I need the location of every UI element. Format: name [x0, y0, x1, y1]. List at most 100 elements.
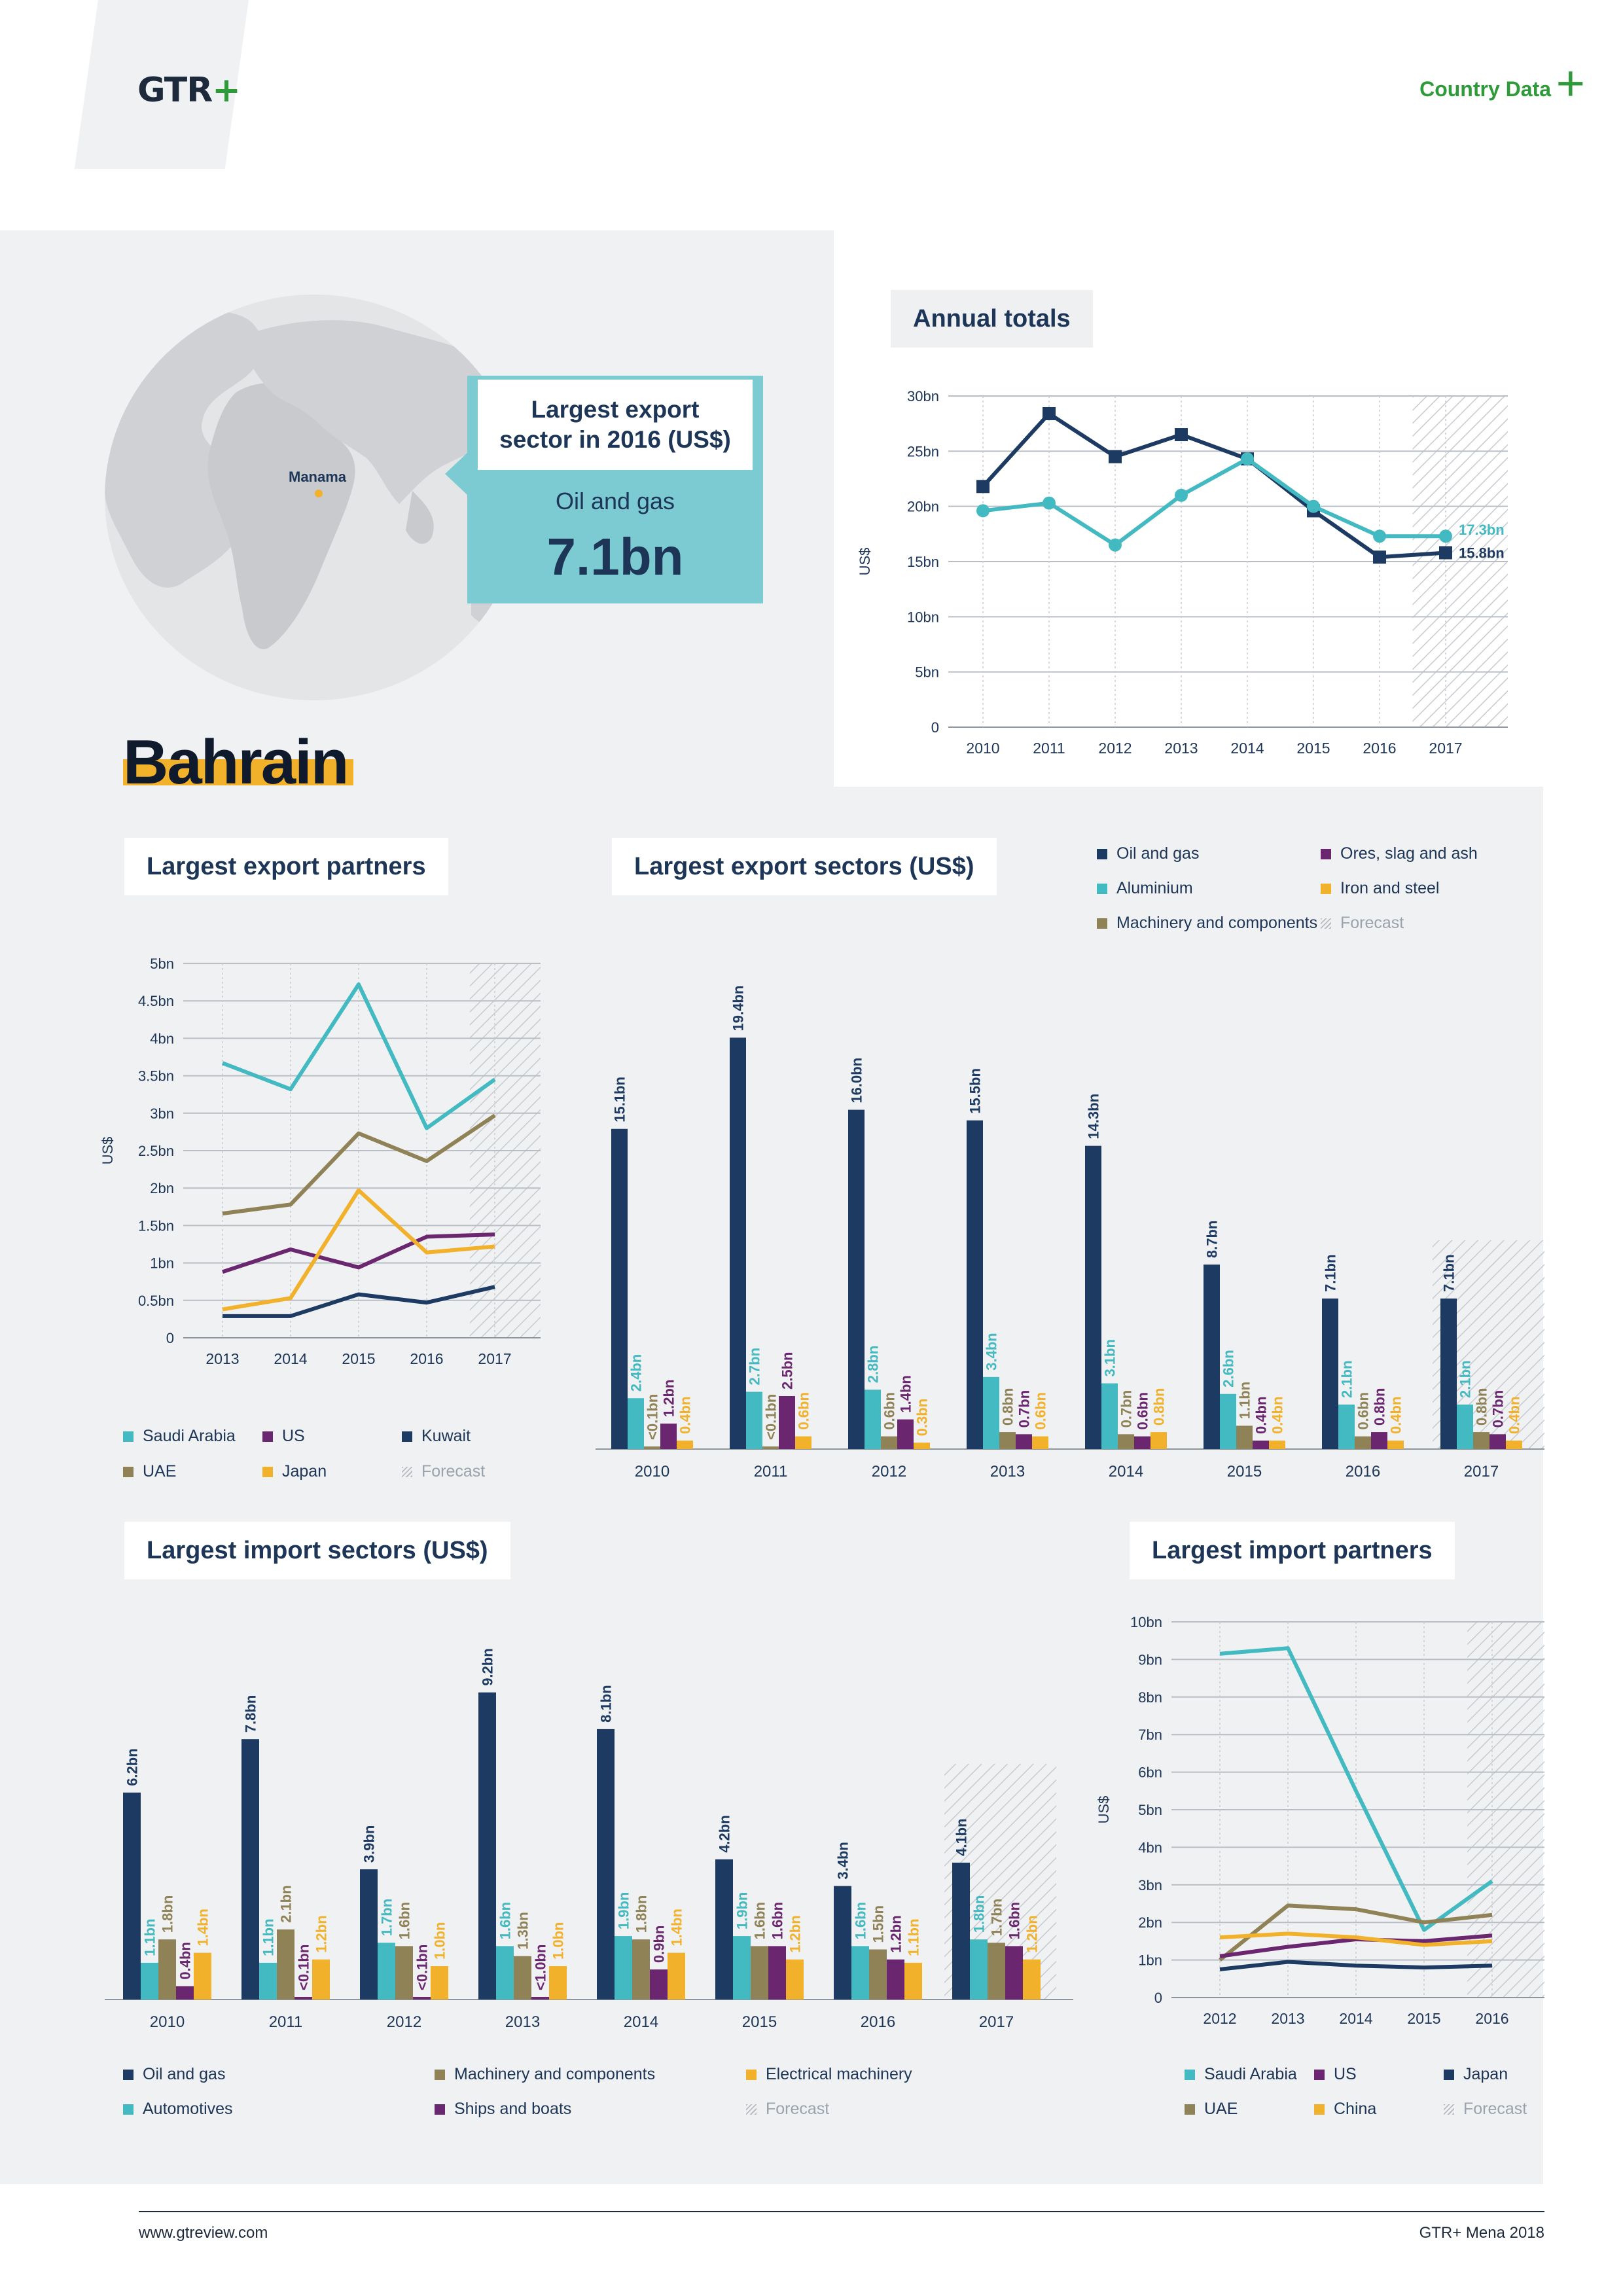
legend-swatch	[1097, 849, 1107, 859]
x-tick-label: 2014	[274, 1350, 307, 1367]
y-tick-label: 3.5bn	[138, 1068, 174, 1085]
footer-url[interactable]: www.gtreview.com	[139, 2224, 268, 2242]
x-tick-label: 2015	[742, 2013, 777, 2031]
bar	[762, 1446, 779, 1449]
legend-label: Automotives	[143, 2100, 233, 2118]
y-tick-label: 2.5bn	[138, 1143, 174, 1159]
legend-label: Forecast	[1463, 2100, 1527, 2118]
legend-label: Machinery and components	[454, 2065, 656, 2083]
bar	[277, 1929, 294, 2000]
legend-item: China	[1314, 2100, 1376, 2119]
x-tick-label: 2017	[1429, 740, 1462, 757]
bar	[851, 1946, 869, 2000]
bar	[1023, 1959, 1041, 2000]
bar-value-label: 1.2bn	[1024, 1915, 1041, 1952]
legend-item: Forecast	[746, 2100, 829, 2119]
bar	[730, 1037, 746, 1449]
x-tick-label: 2015	[342, 1350, 375, 1367]
bar	[795, 1436, 812, 1449]
y-tick-label: 0	[931, 719, 939, 736]
legend-label: Machinery and components	[1116, 914, 1318, 932]
bar	[1150, 1432, 1167, 1449]
bar	[496, 1946, 514, 2000]
bar-value-label: 0.7bn	[1016, 1390, 1033, 1427]
gtr-logo[interactable]: GTR+	[137, 71, 241, 110]
x-tick-label: 2017	[1464, 1463, 1499, 1480]
bar-value-label: 1.2bn	[888, 1915, 904, 1952]
x-tick-label: 2011	[269, 2013, 303, 2031]
callout-title-text: Largest export sector in 2016 (US$)	[499, 396, 731, 453]
bar	[1204, 1265, 1220, 1449]
export-partners-title: Largest export partners	[124, 838, 448, 895]
data-point	[1373, 529, 1386, 543]
legend-label: Electrical machinery	[766, 2065, 912, 2083]
legend-label: China	[1334, 2100, 1377, 2118]
bar-value-label: 6.2bn	[124, 1748, 141, 1785]
data-point	[1175, 488, 1188, 502]
legend-label: Iron and steel	[1340, 879, 1440, 897]
x-tick-label: 2010	[966, 740, 999, 757]
legend-item: Forecast	[1321, 914, 1404, 933]
x-tick-label: 2015	[1296, 740, 1330, 757]
bar-value-label: 7.1bn	[1323, 1254, 1339, 1291]
legend-item: Aluminium	[1097, 879, 1193, 898]
y-axis-label: US$	[1096, 1796, 1112, 1824]
bar	[549, 1966, 567, 2000]
x-tick-label: 2012	[1098, 740, 1132, 757]
footer-divider	[139, 2211, 1544, 2212]
export-partners-chart: 0 0.5bn 1bn 1.5bn 2bn 2.5bn 3bn 3.5bn 4bn 4.5bn 5b…	[99, 956, 541, 1367]
bar	[715, 1859, 733, 2000]
bar-value-label: 3.4bn	[984, 1333, 1000, 1370]
legend-swatch	[1314, 2070, 1325, 2080]
legend-swatch	[1444, 2070, 1454, 2080]
bar-value-label: 0.7bn	[1490, 1390, 1507, 1427]
bar-value-label: 4.2bn	[717, 1815, 733, 1852]
logo-text: GTR	[137, 71, 213, 110]
country-highlight	[123, 759, 353, 785]
bar	[241, 1739, 259, 2000]
bar-value-label: 0.4bn	[1388, 1397, 1404, 1434]
legend-item: Machinery and components	[1097, 914, 1317, 933]
legend-swatch	[402, 1467, 412, 1477]
bar	[1387, 1441, 1404, 1449]
bar-value-label: 0.4bn	[177, 1942, 194, 1979]
legend-item: UAE	[123, 1462, 176, 1481]
annual-totals-chart: 0 5bn 10bn 15bn 20bn 25bn 30bn 2010 2011 2012 2013…	[857, 388, 1508, 757]
import-partners-title: Largest import partners	[1130, 1522, 1455, 1579]
bar-value-label: 1.1bn	[142, 1918, 158, 1956]
bar	[413, 1997, 431, 2000]
legend-label: Oil and gas	[1116, 844, 1200, 863]
bar	[1005, 1946, 1023, 2000]
bar-value-label: 8.1bn	[598, 1685, 615, 1722]
series-line	[1219, 1646, 1493, 1932]
bar	[378, 1943, 395, 2000]
bar-value-label: 1.2bn	[313, 1915, 330, 1952]
bar	[1220, 1393, 1236, 1449]
series-line	[221, 982, 496, 1130]
y-tick-label: 4bn	[150, 1030, 174, 1047]
bar-value-label: 0.9bn	[651, 1926, 668, 1963]
legend-label: UAE	[1204, 2100, 1238, 2118]
bar	[1085, 1145, 1101, 1449]
legend-swatch	[1097, 918, 1107, 929]
y-tick-label: 1bn	[150, 1255, 174, 1272]
country-title: Bahrain	[123, 727, 349, 797]
bar-value-label: 0.8bn	[1474, 1388, 1490, 1426]
y-tick-label: 0.5bn	[138, 1293, 174, 1309]
bar-value-label: 0.7bn	[1118, 1390, 1135, 1427]
bar	[1134, 1436, 1150, 1449]
x-tick-label: 2017	[478, 1350, 511, 1367]
legend-label: Japan	[282, 1462, 327, 1480]
import-partners-chart: 0 1bn 2bn 3bn 4bn 5bn 6bn 7bn 8bn 9bn 10bn 2012 2013…	[1096, 1614, 1544, 2027]
y-tick-label: 30bn	[907, 388, 939, 404]
legend-swatch	[1185, 2070, 1195, 2080]
bar	[597, 1729, 615, 2000]
bar	[1473, 1432, 1489, 1449]
bar	[644, 1446, 660, 1449]
y-tick-label: 15bn	[907, 554, 939, 570]
data-point	[1109, 538, 1122, 552]
legend-label: Japan	[1463, 2065, 1508, 2083]
x-tick-label: 2011	[754, 1463, 788, 1480]
series-line	[222, 1113, 496, 1216]
x-tick-label: 2013	[205, 1350, 239, 1367]
